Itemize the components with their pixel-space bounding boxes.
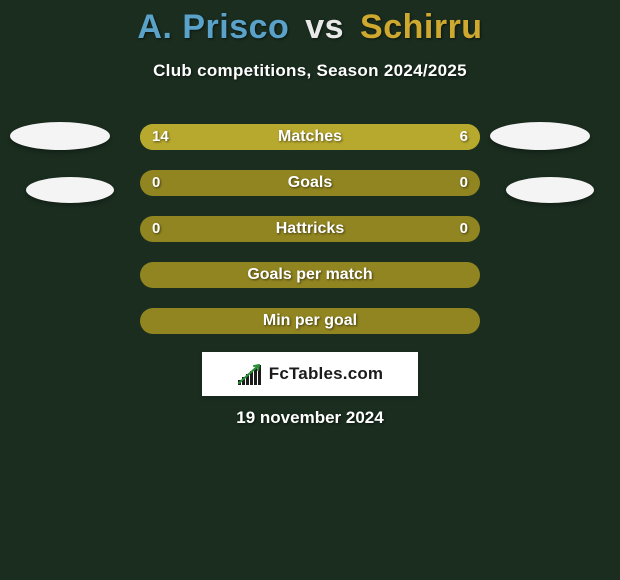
stat-label: Matches — [140, 124, 480, 150]
team-badge-right — [490, 122, 590, 150]
team-badge-left — [10, 122, 110, 150]
stat-row: Goals per match — [140, 262, 480, 288]
stat-row: Min per goal — [140, 308, 480, 334]
stat-rows: Matches146Goals00Hattricks00Goals per ma… — [0, 124, 620, 354]
team-badge-right — [506, 177, 594, 203]
team-badge-left — [26, 177, 114, 203]
stat-value-right: 6 — [460, 124, 468, 150]
stat-label: Min per goal — [140, 308, 480, 334]
comparison-infographic: A. Prisco vs Schirru Club competitions, … — [0, 0, 620, 580]
stat-value-left: 0 — [152, 170, 160, 196]
stat-label: Goals per match — [140, 262, 480, 288]
player-b-name: Schirru — [360, 8, 483, 46]
stat-row: Hattricks0 0 — [140, 216, 480, 242]
stat-value-right: 0 — [460, 170, 468, 196]
stat-value-right: 0 — [460, 216, 468, 242]
date-text: 19 november 2024 — [0, 408, 620, 428]
title-separator: vs — [305, 8, 344, 46]
source-logo: FcTables.com — [202, 352, 418, 396]
stat-value-left: 0 — [152, 216, 160, 242]
bar-chart-icon — [237, 363, 263, 385]
stat-value-left: 14 — [152, 124, 169, 150]
player-a-name: A. Prisco — [137, 8, 289, 46]
stat-label: Hattricks — [140, 216, 480, 242]
source-logo-text: FcTables.com — [269, 364, 384, 384]
stat-row: Goals0 0 — [140, 170, 480, 196]
page-title: A. Prisco vs Schirru — [0, 0, 620, 47]
stat-label: Goals — [140, 170, 480, 196]
stat-row: Matches14 6 — [140, 124, 480, 150]
subtitle: Club competitions, Season 2024/2025 — [0, 61, 620, 81]
